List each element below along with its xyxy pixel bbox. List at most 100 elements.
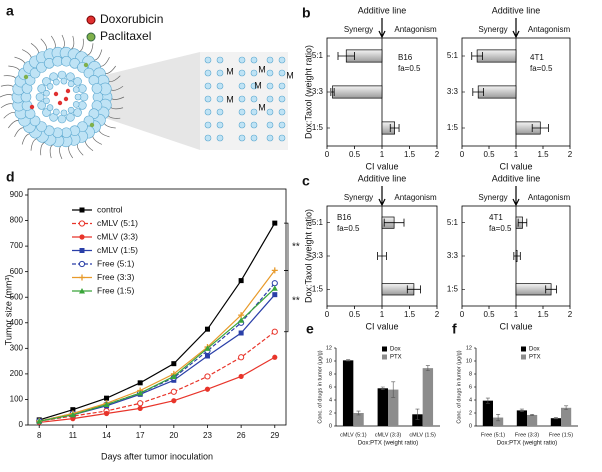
x-tick-label: Free (1:5) [549, 432, 573, 438]
x-tick-label: cMLV (5:1) [340, 432, 367, 438]
x-tick-label: 1.5 [537, 150, 549, 159]
marker [170, 388, 177, 395]
lipid-head [66, 113, 75, 122]
marker [137, 405, 143, 411]
error-bar [530, 414, 535, 416]
marker [272, 354, 278, 360]
marker [69, 411, 76, 418]
arrow [512, 18, 520, 39]
error-bar [380, 386, 385, 390]
x-tick-label: 26 [237, 431, 246, 440]
marker [103, 410, 110, 417]
marker [137, 380, 143, 386]
bilayer-head [204, 95, 212, 103]
bar [527, 414, 538, 426]
marker [204, 345, 211, 351]
legend-label: Paclitaxel [100, 29, 151, 43]
peg-chain [21, 133, 32, 145]
reference-label: Additive line [492, 5, 541, 15]
peg-chain [40, 38, 47, 53]
marker [79, 288, 85, 294]
bilayer-head [266, 82, 274, 90]
marker [171, 398, 177, 404]
lipid-head [66, 72, 75, 81]
bilayer-head [250, 121, 258, 129]
peg-chain [78, 38, 84, 53]
y-tick-label: 1:5 [312, 123, 324, 132]
lipid-head [35, 92, 45, 102]
dox-dot [57, 100, 63, 106]
panel-label: e [306, 321, 314, 337]
legend-label: Dox [390, 347, 401, 353]
x-tick-label: 2 [435, 150, 440, 159]
lipid-head [67, 80, 75, 88]
bilayer-head [278, 95, 286, 103]
peg-chain [14, 56, 26, 67]
marker [238, 317, 245, 323]
y-tick-label: 700 [10, 241, 24, 250]
marker [238, 278, 244, 284]
bilayer-head [204, 121, 212, 129]
marker [204, 353, 210, 359]
legend-label: cMLV (5:1) [97, 218, 138, 228]
bar [353, 413, 364, 426]
y-axis-label: Dox:Taxol (weight ratio) [303, 45, 313, 139]
marker [79, 248, 85, 253]
marker [70, 407, 76, 413]
x-tick-label: 2 [435, 310, 440, 319]
x-tick-label: 0.5 [483, 310, 495, 319]
y-tick-label: 400 [10, 318, 24, 327]
lipid-head [43, 97, 50, 105]
annotation: fa=0.5 [530, 64, 553, 73]
y-tick-label: 1:5 [447, 284, 459, 293]
y-tick-label: 5:1 [447, 51, 459, 60]
x-tick-label: 8 [37, 431, 42, 440]
bilayer-head [278, 121, 286, 129]
x-tick-label: 2 [568, 150, 573, 159]
peg-chain [92, 133, 103, 145]
bilayer-head [204, 108, 212, 116]
error-bar [383, 218, 405, 227]
peg-chain [92, 49, 103, 61]
marker [36, 418, 43, 424]
bilayer-head [216, 95, 224, 103]
error-bar [564, 405, 569, 411]
bar [482, 400, 493, 426]
membrane-label: M [286, 70, 294, 80]
y-tick-label: 5:1 [312, 51, 324, 60]
peg-chain [59, 144, 63, 160]
bilayer-head [250, 82, 258, 90]
marker [170, 373, 177, 379]
marker [79, 234, 85, 240]
lipid-head [43, 89, 50, 97]
series-line [39, 282, 276, 422]
panel-label: a [6, 3, 14, 19]
x-tick-label: 0 [460, 150, 465, 159]
bar [561, 407, 572, 426]
bilayer-head [266, 56, 274, 64]
x-axis-label: Dox:PTX (weight ratio) [358, 441, 418, 447]
bilayer-head [278, 82, 286, 90]
y-tick-label: 1:5 [447, 123, 459, 132]
error-bar [553, 417, 558, 420]
series-line [39, 331, 276, 422]
y-tick-label: 4 [469, 397, 472, 403]
dox-dot [53, 91, 59, 97]
dox-icon [86, 15, 96, 25]
annotation: B16 [337, 213, 352, 222]
region-label: Antagonism [528, 25, 571, 34]
x-tick-label: Free (3:3) [515, 432, 539, 438]
legend-label: PTX [529, 355, 541, 361]
bar [388, 389, 399, 426]
x-tick-label: 1.5 [404, 150, 416, 159]
lipid-head [60, 109, 68, 117]
panel-label: f [452, 321, 457, 337]
lipid-head [53, 78, 60, 86]
x-tick-label: 1 [514, 150, 519, 159]
legend-label: PTX [390, 355, 402, 361]
marker [137, 390, 144, 396]
marker [238, 312, 245, 319]
y-tick-label: 800 [10, 216, 24, 225]
significance: ** [292, 296, 300, 307]
